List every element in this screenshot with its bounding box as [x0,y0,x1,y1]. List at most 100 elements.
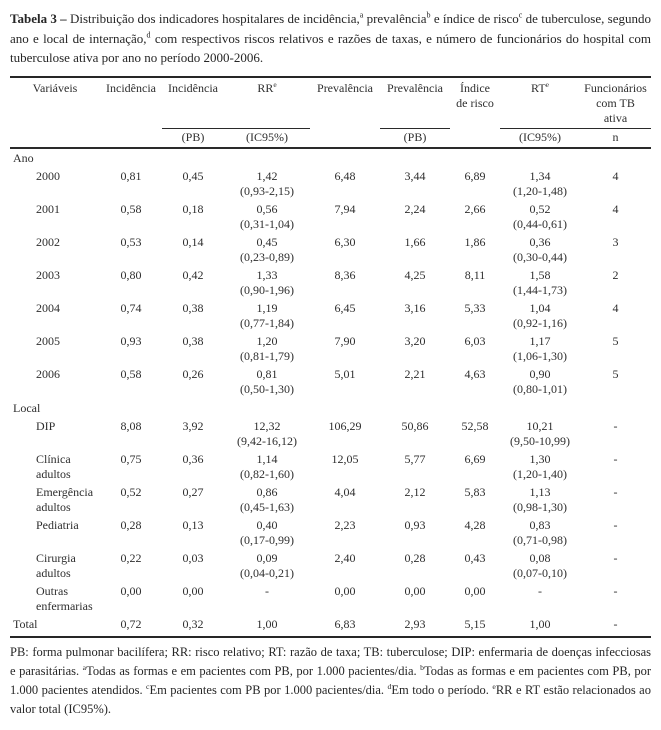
table-caption-label: Tabela 3 – [10,11,67,26]
cell-rt: 1,58 (1,44-1,73) [513,267,567,297]
cell-incidencia-pb: 0,18 [182,201,204,216]
cell-rr: 12,32 (9,42-16,12) [237,418,297,448]
header-indice-risco: Índice de risco [456,80,494,110]
cell-incidencia: 0,74 [120,300,142,315]
row-label: 2006 [36,366,60,381]
header-rt: RTe [531,79,549,95]
cell-prevalencia-pb: 50,86 [401,418,429,433]
cell-prevalencia-pb: 1,66 [404,234,426,249]
cell-rr: 1,00 [224,615,310,638]
cell-n: 3 [612,234,619,249]
header-row: Variáveis Incidência Incidência RRe Prev… [10,77,651,129]
cell-prevalencia: 7,94 [334,201,356,216]
cell-prevalencia-pb: 3,44 [404,168,426,183]
cell-indice-risco: 5,33 [464,300,486,315]
row-label: Clínica adultos [36,451,71,481]
cell-rt: 1,13 (0,98-1,30) [513,484,567,514]
cell-incidencia: 0,93 [120,333,142,348]
cell-rr: 1,42 (0,93-2,15) [240,168,294,198]
cell-prevalencia-pb: 0,00 [404,583,426,598]
cell-n: 4 [612,300,619,315]
header-variaveis: Variáveis [32,80,78,95]
cell-rt: 1,30 (1,20-1,40) [513,451,567,481]
cell-rr: 0,09 (0,04-0,21) [240,550,294,580]
cell-rt: 0,08 (0,07-0,10) [513,550,567,580]
cell-rr: 1,33 (0,90-1,96) [240,267,294,297]
cell-n: - [613,418,618,433]
cell-n: 5 [612,366,619,381]
cell-prevalencia: 5,01 [334,366,356,381]
cell-n: - [580,615,651,638]
table-row-emergencia-adultos: Emergência adultos 0,52 0,27 0,86 (0,45-… [10,484,651,517]
cell-n: - [613,451,618,466]
cell-n: 5 [612,333,619,348]
subheader-row: (PB) (IC95%) (PB) (IC95%) n [10,127,651,149]
cell-indice-risco: 6,89 [464,168,486,183]
row-label: Pediatria [36,517,79,532]
indicators-table: Variáveis Incidência Incidência RRe Prev… [10,75,651,638]
cell-incidencia: 0,22 [120,550,142,565]
row-label: 2001 [36,201,60,216]
cell-rt: 0,83 (0,71-0,98) [513,517,567,547]
cell-prevalencia: 106,29 [328,418,362,433]
cell-incidencia-pb: 0,32 [162,615,224,638]
header-prevalencia-pb: Prevalência [387,80,443,95]
table-row-2003: 2003 0,80 0,42 1,33 (0,90-1,96) 8,36 4,2… [10,267,651,300]
cell-incidencia: 0,58 [120,201,142,216]
cell-prevalencia-pb: 2,21 [404,366,426,381]
cell-prevalencia-pb: 3,16 [404,300,426,315]
footnote-marker-a: a [359,10,364,20]
footnote-marker-e: e [492,681,496,691]
row-label: 2004 [36,300,60,315]
cell-rt: 1,04 (0,92-1,16) [513,300,567,330]
cell-incidencia-pb: 0,45 [182,168,204,183]
table-row-total: Total 0,72 0,32 1,00 6,83 2,93 5,15 1,00… [10,615,651,638]
cell-prevalencia-pb: 2,24 [404,201,426,216]
cell-prevalencia: 2,23 [334,517,356,532]
cell-n: 4 [612,168,619,183]
row-label: Cirurgia adultos [36,550,76,580]
table-row-2002: 2002 0,53 0,14 0,45 (0,23-0,89) 6,30 1,6… [10,234,651,267]
cell-rr: 1,14 (0,82-1,60) [240,451,294,481]
cell-n: - [613,517,618,532]
cell-prevalencia-pb: 5,77 [404,451,426,466]
cell-n: - [613,583,618,598]
cell-prevalencia-pb: 2,93 [380,615,450,638]
cell-prevalencia: 6,45 [334,300,356,315]
cell-indice-risco: 0,00 [464,583,486,598]
section-row-local: Local [10,399,651,418]
cell-prevalencia: 0,00 [334,583,356,598]
row-label: Outras enfermarias [36,583,93,613]
subheader-ic95-rr: (IC95%) [224,127,310,149]
section-row-ano: Ano [10,148,651,168]
row-label: 2000 [36,168,60,183]
row-label: 2003 [36,267,60,282]
cell-incidencia-pb: 0,14 [182,234,204,249]
cell-prevalencia: 4,04 [334,484,356,499]
cell-rt: 0,90 (0,80-1,01) [513,366,567,396]
cell-incidencia: 0,58 [120,366,142,381]
footnote-marker-b: b [420,662,425,672]
subheader-n: n [580,127,651,149]
table-row-cirurgia-adultos: Cirurgia adultos 0,22 0,03 0,09 (0,04-0,… [10,550,651,583]
cell-rt: 1,17 (1,06-1,30) [513,333,567,363]
cell-rt: 1,34 (1,20-1,48) [513,168,567,198]
cell-prevalencia: 6,30 [334,234,356,249]
header-incidencia-pb: Incidência [168,80,218,95]
cell-incidencia: 0,81 [120,168,142,183]
table-row-pediatria: Pediatria 0,28 0,13 0,40 (0,17-0,99) 2,2… [10,517,651,550]
cell-incidencia: 0,28 [120,517,142,532]
table-row-2005: 2005 0,93 0,38 1,20 (0,81-1,79) 7,90 3,2… [10,333,651,366]
cell-n: 2 [612,267,619,282]
section-label: Ano [13,150,34,165]
footnote-marker-a: a [82,662,87,672]
cell-indice-risco: 1,86 [464,234,486,249]
cell-prevalencia: 7,90 [334,333,356,348]
cell-incidencia: 0,75 [120,451,142,466]
cell-n: - [613,484,618,499]
cell-n: - [613,550,618,565]
cell-prevalencia: 2,40 [334,550,356,565]
cell-incidencia-pb: 0,13 [182,517,204,532]
row-label: Emergência adultos [36,484,94,514]
cell-indice-risco: 5,83 [464,484,486,499]
